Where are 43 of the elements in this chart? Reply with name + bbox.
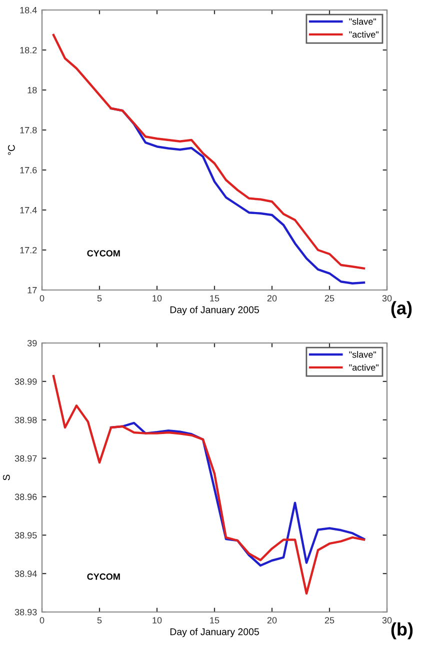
y-tick-label: 18.2 <box>20 46 37 54</box>
y-tick-label: 38.93 <box>14 608 37 616</box>
y-tick-label: 17.6 <box>20 166 37 174</box>
x-tick-label: 20 <box>267 295 277 302</box>
line-series <box>52 374 366 595</box>
y-tick-label: 17.8 <box>20 126 37 134</box>
y-tick-label: 38.94 <box>14 570 37 577</box>
x-tick-label: 5 <box>97 295 102 302</box>
x-tick-label: 0 <box>40 617 44 624</box>
y-tick-label: 18 <box>28 86 37 94</box>
legend-label: "slave" <box>349 351 376 358</box>
x-tick-label: 20 <box>267 617 277 624</box>
x-tick-label: 25 <box>324 295 334 302</box>
y-tick-label: 18.4 <box>20 6 37 14</box>
legend-label: "slave" <box>349 18 376 25</box>
x-tick-label: 10 <box>152 617 162 624</box>
x-tick-label: 15 <box>210 295 220 302</box>
x-tick-label: 30 <box>382 295 392 302</box>
x-tick-label: 5 <box>97 617 102 624</box>
y-tick-label: 39 <box>27 340 37 346</box>
x-axis-title: Day of January 2005 <box>170 306 259 316</box>
x-axis-title: Day of January 2005 <box>170 628 259 638</box>
y-tick-label: 38.96 <box>14 494 37 500</box>
text: (a) <box>391 301 412 318</box>
y-tick-label: 38.95 <box>14 532 37 539</box>
y-tick-label: 38.98 <box>14 416 37 424</box>
x-tick-label: 15 <box>210 617 220 624</box>
x-tick-label: 0 <box>40 295 44 302</box>
x-tick-label: 25 <box>324 617 334 624</box>
y-tick-label: 38.97 <box>14 455 37 462</box>
annotation: CYCOM <box>87 250 120 256</box>
y-tick-label: 17.2 <box>20 246 37 254</box>
y-tick-label: 17.4 <box>20 207 37 214</box>
y-tick-label: 17 <box>28 287 37 294</box>
y-axis-title: S <box>2 474 10 480</box>
y-axis-title: °C <box>8 144 15 155</box>
text: (b) <box>391 622 413 640</box>
annotation: CYCOM <box>87 573 120 580</box>
x-tick-label: 10 <box>152 295 162 302</box>
y-tick-label: 38.99 <box>14 378 37 385</box>
legend-label: "active" <box>349 364 378 371</box>
legend-label: "active" <box>349 31 378 38</box>
x-tick-label: 30 <box>382 617 392 624</box>
